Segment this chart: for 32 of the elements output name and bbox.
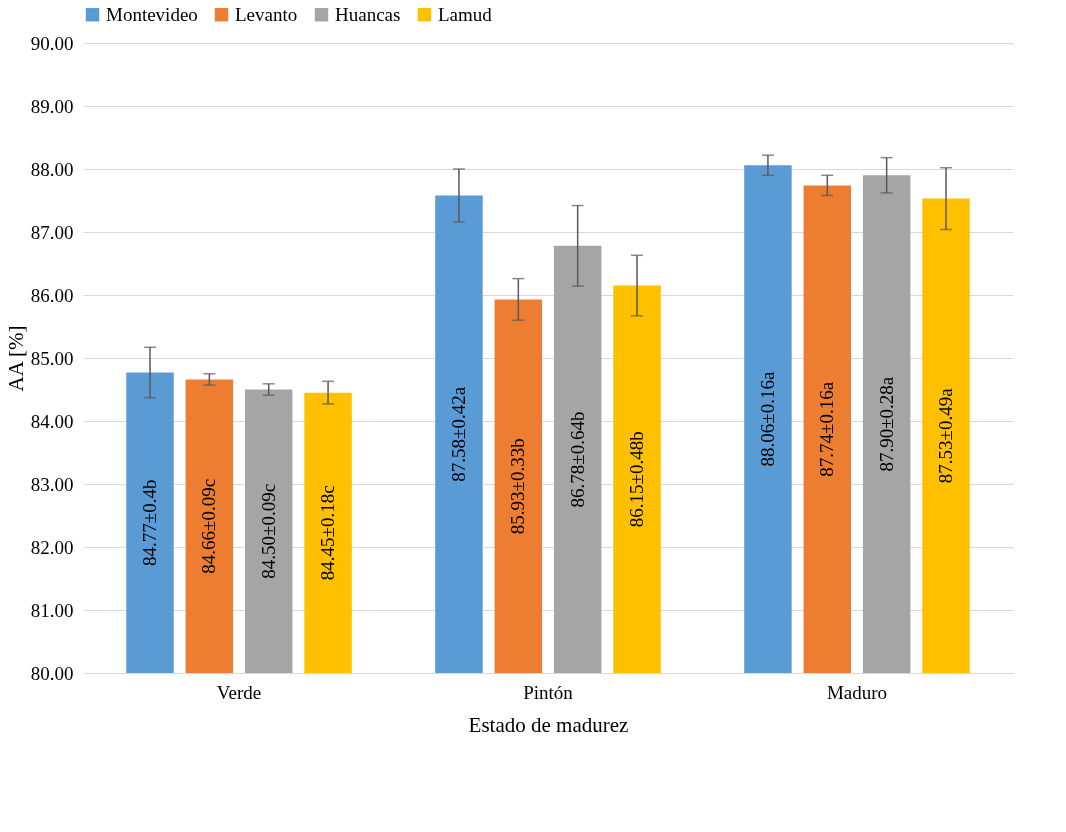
y-tick-label: 89.00 bbox=[30, 95, 74, 117]
legend-label: Lamud bbox=[438, 3, 493, 25]
legend-label: Levanto bbox=[235, 3, 298, 25]
y-tick-label: 80.00 bbox=[30, 662, 74, 684]
data-label: 88.06±0.16a bbox=[756, 371, 778, 467]
data-label: 87.53±0.49a bbox=[935, 387, 956, 484]
x-tick-label: Verde bbox=[216, 681, 262, 703]
data-label: 85.93±0.33b bbox=[507, 438, 529, 535]
x-axis-title: Estado de madurez bbox=[468, 712, 629, 737]
data-label: 86.15±0.48b bbox=[626, 431, 648, 528]
y-tick-label: 85.00 bbox=[30, 347, 74, 369]
data-label: 87.74±0.16a bbox=[816, 381, 838, 477]
legend-label: Montevideo bbox=[106, 3, 198, 25]
y-tick-label: 90.00 bbox=[30, 32, 74, 54]
data-label: 84.77±0.4b bbox=[139, 479, 160, 566]
y-tick-label: 87.00 bbox=[30, 221, 74, 243]
y-tick-label: 88.00 bbox=[30, 158, 74, 180]
legend-label: Huancas bbox=[335, 3, 401, 25]
y-tick-label: 81.00 bbox=[30, 599, 74, 621]
data-label: 84.66±0.09c bbox=[198, 478, 220, 574]
y-tick-label: 83.00 bbox=[30, 473, 74, 495]
x-tick-label: Pintón bbox=[523, 681, 574, 703]
y-tick-label: 82.00 bbox=[30, 536, 74, 558]
y-axis-title: AA [%] bbox=[3, 325, 28, 392]
y-tick-label: 84.00 bbox=[30, 410, 74, 432]
data-label: 87.90±0.28a bbox=[875, 376, 897, 472]
y-tick-label: 86.00 bbox=[30, 284, 74, 306]
data-label: 87.58±0.42a bbox=[447, 386, 469, 482]
data-label: 84.45±0.18c bbox=[317, 485, 339, 581]
x-tick-label: Maduro bbox=[826, 681, 888, 703]
data-label: 84.50±0.09c bbox=[257, 483, 279, 579]
data-label: 86.78±0.64b bbox=[566, 411, 588, 508]
